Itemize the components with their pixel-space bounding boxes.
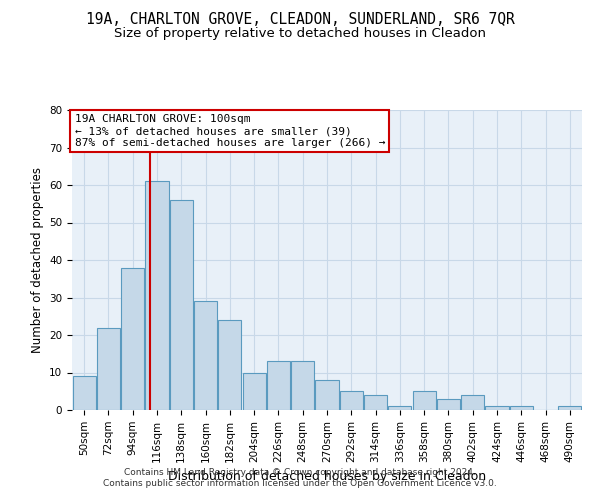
Text: 19A CHARLTON GROVE: 100sqm
← 13% of detached houses are smaller (39)
87% of semi: 19A CHARLTON GROVE: 100sqm ← 13% of deta… [74,114,385,148]
Bar [510,406,533,410]
Bar [388,406,412,410]
Bar [485,406,509,410]
Bar [413,391,436,410]
Bar [437,399,460,410]
Bar [340,391,363,410]
Bar [291,361,314,410]
Bar [170,200,193,410]
Bar [194,301,217,410]
Bar [364,395,387,410]
Text: 19A, CHARLTON GROVE, CLEADON, SUNDERLAND, SR6 7QR: 19A, CHARLTON GROVE, CLEADON, SUNDERLAND… [86,12,514,28]
Bar [121,268,144,410]
Bar [73,376,95,410]
Bar [97,328,120,410]
Bar [559,406,581,410]
Bar [316,380,338,410]
Text: Contains HM Land Registry data © Crown copyright and database right 2024.
Contai: Contains HM Land Registry data © Crown c… [103,468,497,487]
X-axis label: Distribution of detached houses by size in Cleadon: Distribution of detached houses by size … [168,470,486,483]
Bar [242,372,266,410]
Bar [267,361,290,410]
Bar [218,320,241,410]
Y-axis label: Number of detached properties: Number of detached properties [31,167,44,353]
Bar [461,395,484,410]
Bar [145,181,169,410]
Text: Size of property relative to detached houses in Cleadon: Size of property relative to detached ho… [114,28,486,40]
